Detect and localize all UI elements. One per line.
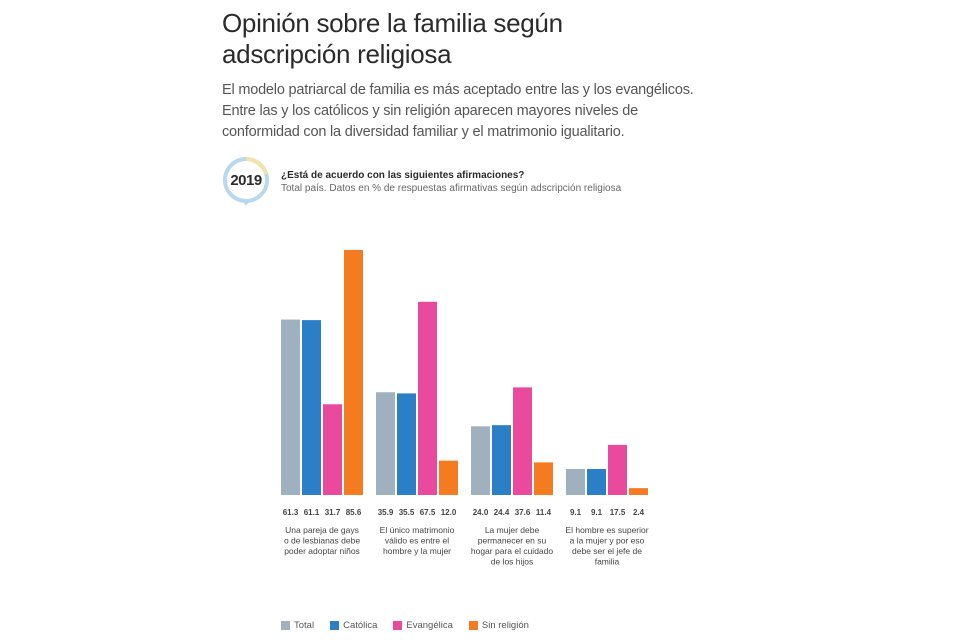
value-label: 17.5 [610,508,626,517]
chart-legend: Total Católica Evangélica Sin religión [281,620,529,631]
value-label: 11.4 [536,508,552,517]
category-label: hombre y la mujer [383,546,451,556]
value-label: 31.7 [325,508,341,517]
legend-swatch [330,621,340,630]
bar [302,320,321,495]
value-label: 2.4 [633,508,645,517]
bar [534,462,553,495]
value-label: 24.0 [473,508,489,517]
category-label: Una pareja de gays [285,525,359,535]
value-label: 37.6 [515,508,531,517]
category-label: permanecer en su [478,536,547,546]
value-label: 61.3 [283,508,299,517]
legend-swatch [393,621,403,630]
category-label: El único matrimonio [380,525,455,535]
category-label: debe ser el jefe de [572,546,642,556]
category-label: hogar para el cuidado [471,546,554,556]
legend-label: Sin religión [481,620,529,631]
bar [608,444,627,495]
value-label: 67.5 [420,508,436,517]
value-label: 12.0 [441,508,457,517]
value-label: 85.6 [346,508,362,517]
bar [344,250,363,495]
bar [418,301,437,495]
category-label: El hombre es superior [565,525,648,535]
bar-group: 24.0 24.4 37.6 11.4 La mujer debepermanecer … [471,387,554,567]
bar [471,426,490,495]
value-label: 9.1 [591,508,603,517]
bar [587,468,606,495]
category-label: La mujer debe [485,525,540,535]
page-subtitle: El modelo patriarcal de familia es más a… [222,82,694,140]
legend-label: Católica [343,620,378,631]
legend-item: Evangélica [393,620,453,631]
category-label: poder adoptar niños [284,546,360,556]
bar [281,319,300,495]
page-title: Opinión sobre la familia según adscripci… [222,8,563,69]
bar [397,393,416,495]
legend-label: Total [294,620,315,631]
bar [566,468,585,495]
question-title: ¿Está de acuerdo con las siguientes afir… [281,170,525,181]
year-badge: 2019 [222,156,270,206]
legend-label: Evangélica [406,620,453,631]
legend-swatch [468,621,478,630]
category-label: de los hijos [491,557,534,567]
question-note: Total país. Datos en % de respuestas afi… [281,183,622,194]
year-label: 2019 [230,171,262,189]
bar [492,425,511,495]
value-label: 61.1 [304,508,320,517]
value-label: 35.9 [378,508,394,517]
value-label: 9.1 [570,508,582,517]
bar [513,387,532,495]
legend-item: Sin religión [468,620,529,631]
legend-swatch [281,621,290,630]
bar-group: 35.9 35.5 67.5 12.0 El único matrimonioválid… [376,301,458,556]
category-label: o de lesbianas debe [284,536,360,546]
category-label: familia [595,557,620,567]
legend-item: Católica [330,620,377,631]
bar [323,404,342,495]
bar [376,392,395,495]
category-label: válido es entre el [385,536,449,546]
bar [629,488,648,495]
value-label: 24.4 [494,508,510,517]
legend-item: Total [281,620,314,631]
value-label: 35.5 [399,508,415,517]
bar [439,460,458,495]
category-label: a la mujer y por eso [570,536,645,546]
year-ring-icon [223,157,269,206]
